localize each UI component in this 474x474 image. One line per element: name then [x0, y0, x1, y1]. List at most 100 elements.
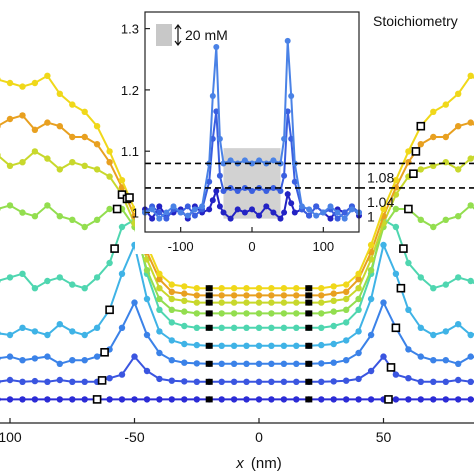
main-data-point: [293, 378, 300, 385]
inset-data-point: [327, 215, 334, 222]
main-data-point: [268, 396, 275, 403]
inset-data-point: [191, 206, 198, 213]
main-data-point: [106, 375, 113, 382]
main-edge-marker: [396, 283, 406, 293]
inset-data-point: [206, 178, 213, 185]
main-data-point: [31, 328, 39, 335]
main-data-point: [255, 299, 263, 306]
inset-data-point: [213, 188, 220, 194]
main-data-point: [405, 396, 412, 403]
inset-data-point: [313, 203, 320, 210]
main-edge-marker: [391, 323, 401, 333]
main-data-point: [455, 360, 462, 367]
main-data-point: [93, 274, 101, 281]
main-data-point: [81, 378, 88, 385]
main-data-point: [93, 324, 101, 331]
inset-data-point: [241, 185, 248, 191]
inset-reference-label: 1.04: [367, 194, 394, 210]
main-data-point: [6, 162, 14, 169]
inset-data-point: [291, 160, 298, 167]
main-data-point: [467, 155, 474, 162]
inset-data-point: [184, 203, 191, 210]
inset-data-point: [156, 203, 163, 210]
main-data-point: [81, 108, 88, 116]
inset-data-point: [256, 157, 263, 164]
main-edge-marker: [409, 169, 418, 178]
main-data-point: [430, 357, 437, 364]
main-data-point: [330, 308, 337, 315]
main-data-point: [93, 141, 101, 148]
main-data-point: [367, 396, 375, 403]
inset-y-tick-label: 1: [132, 206, 139, 221]
main-data-point: [156, 306, 163, 313]
main-data-point: [405, 259, 412, 267]
inset-data-point: [281, 172, 288, 179]
main-data-point: [56, 376, 63, 384]
main-plot: 100 -50 0 50 x (nm): [0, 72, 474, 472]
main-data-point: [280, 360, 288, 367]
main-x-tick-label: 50: [376, 429, 392, 445]
main-data-point: [343, 396, 350, 403]
main-data-point: [193, 310, 200, 317]
main-data-point: [442, 328, 449, 335]
main-data-point: [442, 357, 449, 364]
main-data-point: [19, 83, 26, 90]
main-data-point: [392, 177, 400, 184]
main-center-marker: [305, 310, 313, 317]
main-data-point: [455, 123, 462, 130]
inset-data-point: [220, 188, 227, 194]
main-data-point: [56, 123, 63, 130]
main-data-point: [417, 141, 424, 148]
inset-data-point: [191, 212, 198, 219]
main-data-point: [81, 285, 88, 292]
inset-data-point: [263, 188, 270, 194]
main-data-point: [343, 306, 350, 313]
main-data-point: [293, 342, 300, 349]
inset-data-point: [209, 93, 216, 99]
main-data-point: [380, 299, 387, 306]
main-data-point: [218, 292, 225, 299]
main-data-point: [69, 159, 76, 166]
main-edge-marker: [125, 193, 134, 202]
main-data-point: [0, 77, 1, 82]
main-center-marker: [305, 342, 313, 349]
inset-data-point: [227, 157, 234, 164]
main-data-point: [181, 396, 188, 403]
main-data-point: [230, 310, 238, 317]
main-data-point: [268, 360, 275, 367]
main-data-point: [44, 155, 51, 162]
main-data-point: [330, 297, 337, 304]
main-data-point: [330, 359, 337, 366]
main-edge-marker: [384, 395, 393, 404]
main-data-point: [280, 378, 288, 385]
main-data-point: [168, 319, 175, 326]
inset-data-point: [263, 203, 270, 210]
main-data-point: [318, 341, 325, 349]
main-data-point: [19, 324, 26, 331]
inset-data-point: [270, 157, 277, 164]
main-data-point: [392, 371, 400, 378]
main-data-point: [430, 331, 437, 339]
main-data-point: [218, 299, 225, 306]
main-data-point: [330, 340, 337, 348]
main-data-point: [417, 378, 424, 385]
inset-reference-label: 1: [367, 209, 375, 225]
main-data-point: [455, 90, 462, 98]
main-data-point: [455, 321, 462, 328]
main-x-axis-unit: (nm): [251, 455, 282, 472]
main-data-point: [330, 378, 337, 385]
inset-data-point: [216, 135, 223, 142]
main-data-point: [156, 375, 163, 383]
main-center-marker: [305, 396, 313, 403]
main-data-point: [405, 306, 412, 313]
main-data-point: [430, 285, 437, 292]
main-center-marker: [305, 292, 313, 299]
main-data-point: [230, 378, 238, 385]
main-data-point: [280, 342, 288, 349]
inset-scale-label: 20 mM: [185, 27, 228, 43]
main-edge-marker: [97, 376, 107, 385]
main-data-point: [255, 396, 263, 403]
inset-scale-swatch: [156, 24, 172, 46]
main-data-point: [442, 159, 449, 166]
main-center-marker: [305, 285, 313, 292]
